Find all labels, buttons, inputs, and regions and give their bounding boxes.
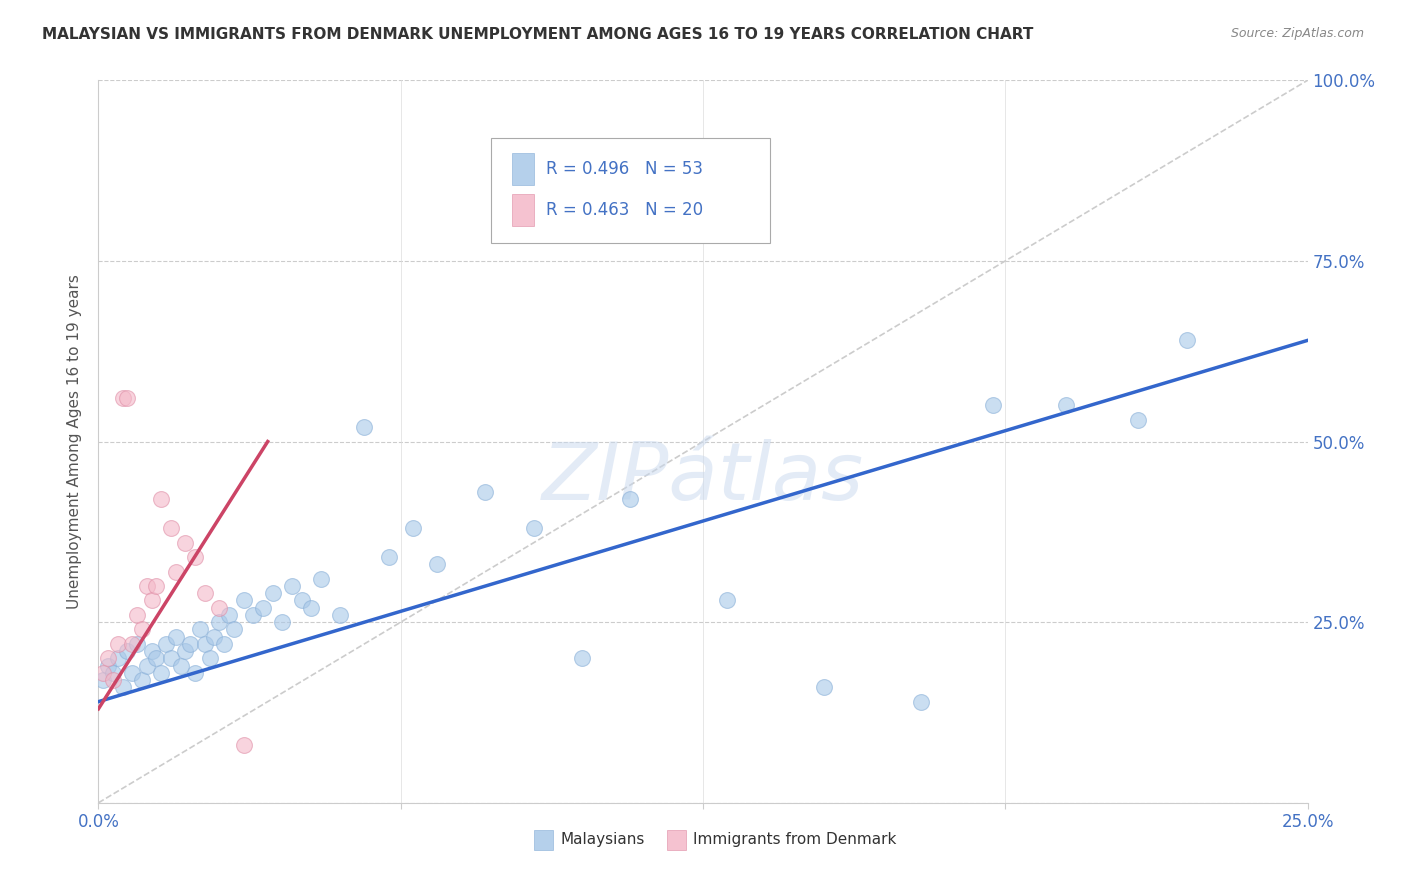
Point: [242, 607, 264, 622]
Point: [232, 738, 254, 752]
Point: [329, 607, 352, 622]
Point: [135, 658, 157, 673]
Point: [377, 550, 399, 565]
Point: [101, 665, 124, 680]
Text: R = 0.463   N = 20: R = 0.463 N = 20: [546, 202, 703, 219]
Point: [131, 673, 153, 687]
Point: [179, 637, 201, 651]
Point: [131, 623, 153, 637]
Point: [169, 658, 191, 673]
Point: [309, 572, 332, 586]
FancyBboxPatch shape: [534, 830, 553, 850]
Point: [910, 695, 932, 709]
Point: [1054, 398, 1077, 412]
Point: [204, 630, 226, 644]
Point: [174, 644, 197, 658]
FancyBboxPatch shape: [492, 138, 769, 243]
Point: [184, 665, 207, 680]
Point: [141, 593, 163, 607]
Point: [127, 607, 149, 622]
FancyBboxPatch shape: [512, 194, 534, 227]
Point: [91, 673, 114, 687]
Point: [426, 558, 449, 572]
Point: [111, 391, 134, 405]
Point: [290, 593, 312, 607]
Point: [121, 637, 143, 651]
Point: [121, 665, 143, 680]
Text: R = 0.496   N = 53: R = 0.496 N = 53: [546, 161, 703, 178]
Point: [262, 586, 284, 600]
Point: [1128, 413, 1150, 427]
Point: [141, 644, 163, 658]
Point: [194, 637, 217, 651]
Point: [160, 521, 183, 535]
Point: [97, 658, 120, 673]
Point: [194, 586, 217, 600]
Point: [117, 644, 139, 658]
Point: [117, 391, 139, 405]
Point: [91, 665, 114, 680]
Point: [208, 600, 231, 615]
Point: [101, 673, 124, 687]
Point: [271, 615, 294, 630]
Point: [184, 550, 207, 565]
Point: [107, 637, 129, 651]
Text: MALAYSIAN VS IMMIGRANTS FROM DENMARK UNEMPLOYMENT AMONG AGES 16 TO 19 YEARS CORR: MALAYSIAN VS IMMIGRANTS FROM DENMARK UNE…: [42, 27, 1033, 42]
Point: [252, 600, 274, 615]
FancyBboxPatch shape: [512, 153, 534, 185]
Point: [188, 623, 211, 637]
Point: [150, 665, 173, 680]
Point: [165, 630, 187, 644]
Point: [813, 680, 835, 694]
Point: [97, 651, 120, 665]
Text: Source: ZipAtlas.com: Source: ZipAtlas.com: [1230, 27, 1364, 40]
Point: [523, 521, 546, 535]
Point: [160, 651, 183, 665]
Point: [212, 637, 235, 651]
Point: [155, 637, 177, 651]
FancyBboxPatch shape: [666, 830, 686, 850]
Point: [619, 492, 641, 507]
Point: [145, 579, 167, 593]
Point: [107, 651, 129, 665]
Point: [150, 492, 173, 507]
Point: [222, 623, 245, 637]
Text: Immigrants from Denmark: Immigrants from Denmark: [693, 832, 897, 847]
Point: [174, 535, 197, 549]
Point: [232, 593, 254, 607]
Text: ZIPátlas: ZIPátlas: [541, 439, 865, 516]
Y-axis label: Unemployment Among Ages 16 to 19 years: Unemployment Among Ages 16 to 19 years: [66, 274, 82, 609]
Point: [981, 398, 1004, 412]
Point: [145, 651, 167, 665]
Point: [571, 651, 593, 665]
Point: [474, 485, 496, 500]
Point: [402, 521, 425, 535]
Point: [198, 651, 221, 665]
Point: [218, 607, 240, 622]
Point: [716, 593, 738, 607]
Point: [208, 615, 231, 630]
Point: [127, 637, 149, 651]
Point: [353, 420, 375, 434]
Point: [281, 579, 304, 593]
Point: [299, 600, 322, 615]
Point: [1175, 334, 1198, 348]
Point: [165, 565, 187, 579]
Point: [135, 579, 157, 593]
Point: [111, 680, 134, 694]
Text: Malaysians: Malaysians: [561, 832, 645, 847]
